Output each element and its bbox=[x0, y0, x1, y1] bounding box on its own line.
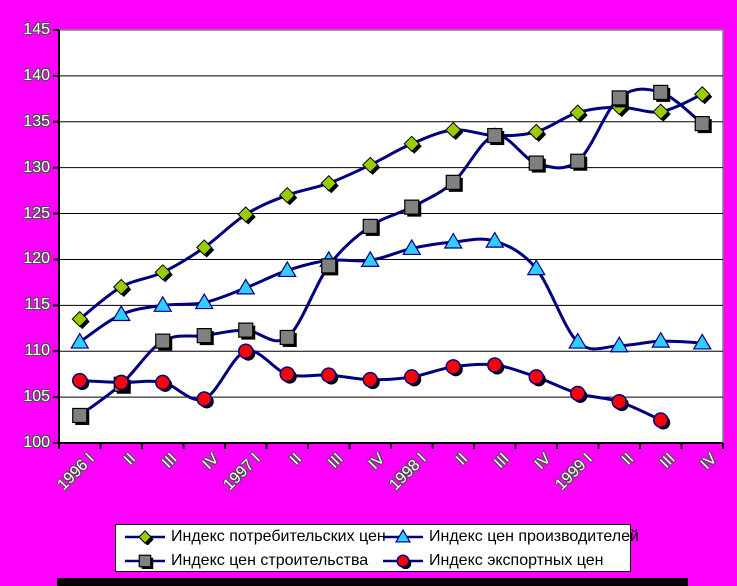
circle-marker bbox=[396, 554, 412, 570]
triangle-marker bbox=[651, 331, 671, 348]
series-line-2 bbox=[78, 87, 704, 417]
triangle-marker bbox=[153, 295, 173, 312]
triangle-marker bbox=[402, 238, 422, 256]
diamond-marker bbox=[652, 103, 671, 122]
triangle-marker bbox=[236, 278, 256, 295]
triangle-marker bbox=[194, 292, 214, 310]
circle-marker bbox=[238, 343, 256, 361]
circle-marker bbox=[445, 359, 463, 377]
square-marker bbox=[238, 322, 256, 340]
circle-marker bbox=[362, 371, 380, 390]
circle-marker bbox=[72, 372, 90, 391]
legend-label: Индекс цен строительства bbox=[171, 552, 369, 569]
diamond-marker-icon bbox=[124, 529, 166, 546]
y-axis-label: 140 bbox=[23, 66, 50, 84]
diamond-marker bbox=[362, 156, 381, 175]
y-axis-label: 135 bbox=[23, 112, 50, 130]
triangle-marker bbox=[277, 260, 297, 278]
circle-marker bbox=[321, 367, 339, 385]
triangle-marker-icon bbox=[382, 528, 424, 545]
triangle-marker bbox=[526, 258, 546, 276]
y-axis-label: 115 bbox=[24, 296, 50, 314]
series-line-0 bbox=[78, 92, 703, 321]
triangle-marker bbox=[111, 304, 131, 322]
square-marker bbox=[196, 328, 214, 346]
diamond-marker bbox=[528, 123, 547, 142]
legend-label: Индекс экспортных цен bbox=[429, 552, 604, 569]
circle-marker bbox=[570, 385, 588, 403]
series-line-1 bbox=[78, 237, 703, 351]
square-marker bbox=[155, 333, 173, 351]
triangle-marker bbox=[568, 332, 588, 349]
diamond-marker bbox=[113, 278, 132, 297]
diamond-marker bbox=[403, 135, 422, 154]
circle-marker bbox=[155, 374, 173, 392]
y-axis-label: 100 bbox=[23, 434, 50, 451]
legend-item-construction-price-index: Индекс цен строительства bbox=[124, 552, 382, 570]
square-marker bbox=[653, 84, 671, 102]
square-marker bbox=[445, 174, 463, 192]
circle-marker bbox=[653, 412, 671, 430]
square-marker bbox=[362, 218, 380, 236]
y-axis-label: 105 bbox=[23, 388, 50, 406]
circle-marker bbox=[196, 391, 214, 409]
triangle-marker bbox=[609, 336, 629, 353]
circle-marker bbox=[487, 357, 505, 375]
diamond-marker bbox=[279, 186, 298, 206]
triangle-marker bbox=[70, 332, 90, 349]
triangle-marker bbox=[485, 231, 505, 248]
circle-marker bbox=[611, 393, 629, 412]
square-marker bbox=[72, 407, 90, 425]
diamond-marker bbox=[694, 86, 713, 105]
square-marker bbox=[611, 90, 629, 108]
square-marker bbox=[694, 116, 712, 134]
triangle-marker bbox=[394, 528, 412, 543]
legend-label: Индекс цен производителей bbox=[429, 528, 639, 545]
square-marker bbox=[528, 155, 546, 173]
y-axis-label: 120 bbox=[23, 250, 50, 268]
legend-item-consumer-price-index: Индекс потребительских цен bbox=[124, 528, 386, 546]
circle-marker bbox=[279, 366, 297, 384]
triangle-marker bbox=[360, 250, 380, 267]
diamond-marker bbox=[445, 121, 464, 141]
y-axis-label: 125 bbox=[23, 204, 50, 222]
diamond-marker bbox=[196, 239, 215, 258]
circle-marker bbox=[404, 369, 422, 387]
legend-item-export-price-index: Индекс экспортных цен bbox=[382, 552, 639, 570]
legend-label: Индекс потребительских цен bbox=[171, 528, 386, 545]
square-marker bbox=[404, 199, 422, 217]
diamond-marker bbox=[71, 310, 90, 330]
circle-marker-icon bbox=[382, 553, 424, 570]
y-axis-label: 130 bbox=[23, 158, 50, 176]
circle-marker bbox=[113, 374, 131, 392]
diamond-marker bbox=[138, 530, 154, 546]
square-marker bbox=[321, 258, 339, 276]
triangle-marker bbox=[443, 232, 463, 249]
y-axis-label: 145 bbox=[23, 21, 50, 38]
square-marker-icon bbox=[124, 553, 166, 570]
bottom-black-bar bbox=[57, 578, 688, 586]
legend-item-producer-price-index: Индекс цен производителей bbox=[382, 528, 639, 546]
square-marker bbox=[570, 153, 588, 171]
triangle-marker bbox=[692, 333, 712, 350]
diamond-marker bbox=[569, 104, 588, 123]
diamond-marker bbox=[154, 264, 173, 283]
circle-marker bbox=[528, 369, 546, 387]
diamond-marker bbox=[320, 175, 339, 194]
square-marker bbox=[279, 329, 297, 347]
y-axis-label: 110 bbox=[24, 342, 50, 360]
legend: Индекс потребительских цен Индекс цен пр… bbox=[115, 524, 639, 572]
diamond-marker bbox=[237, 206, 256, 225]
square-marker bbox=[138, 554, 154, 570]
square-marker bbox=[487, 127, 505, 146]
